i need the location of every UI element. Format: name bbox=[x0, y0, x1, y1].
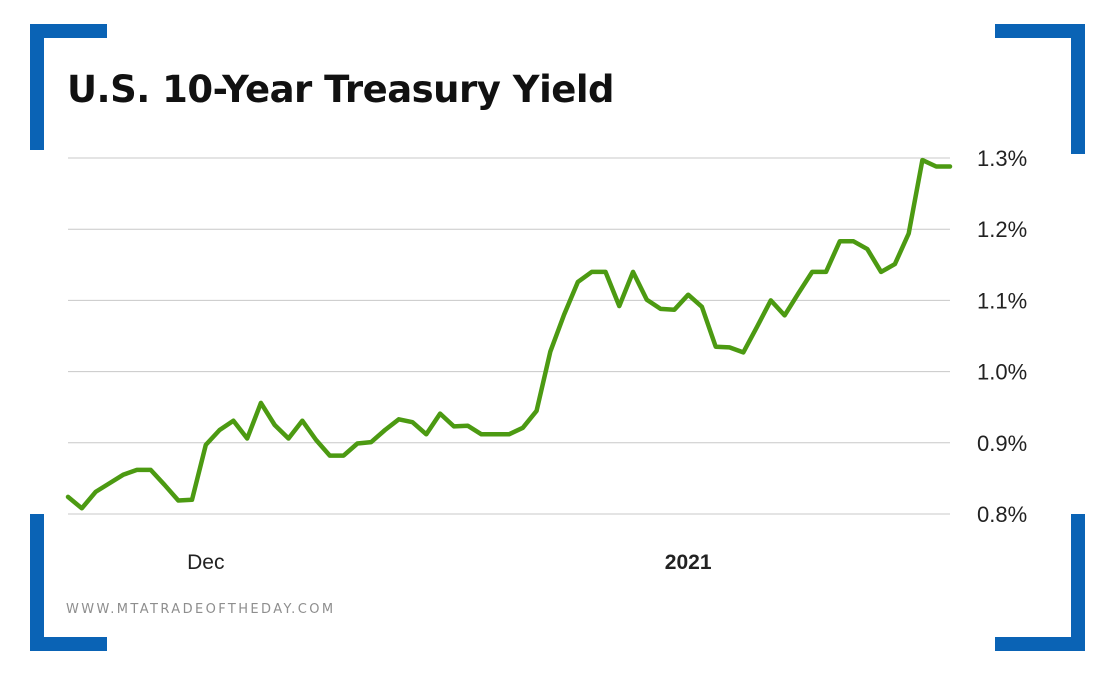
y-axis-tick-labels: 1.3% 1.2% 1.1% 1.0% 0.9% 0.8% bbox=[977, 146, 1027, 527]
bracket-bottom-right-vertical bbox=[1071, 514, 1085, 651]
series bbox=[65, 157, 953, 511]
y-tick-label: 0.9% bbox=[977, 431, 1027, 456]
gridlines bbox=[68, 157, 950, 515]
y-tick-label: 1.2% bbox=[977, 217, 1027, 242]
y-tick-label: 1.0% bbox=[977, 360, 1027, 385]
bracket-top-left-horizontal bbox=[30, 24, 107, 38]
y-tick-label: 1.3% bbox=[977, 146, 1027, 171]
bracket-top-left-vertical bbox=[30, 24, 44, 150]
chart-title: U.S. 10-Year Treasury Yield bbox=[67, 68, 615, 111]
bracket-top-right-vertical bbox=[1071, 24, 1085, 154]
y-tick-label: 0.8% bbox=[977, 502, 1027, 527]
series-line bbox=[65, 157, 953, 511]
bracket-bottom-right-horizontal bbox=[995, 637, 1085, 651]
bracket-top-right-horizontal bbox=[995, 24, 1085, 38]
bracket-bottom-left-horizontal bbox=[30, 637, 107, 651]
x-axis-tick-labels: Dec2021Feb bbox=[187, 551, 712, 574]
bracket-bottom-left-vertical bbox=[30, 514, 44, 651]
y-tick-label: 1.1% bbox=[977, 288, 1027, 313]
x-tick-label: 2021 bbox=[665, 551, 712, 574]
x-tick-label: Dec bbox=[187, 551, 224, 574]
source-url: WWW.MTATRADEOFTHEDAY.COM bbox=[66, 602, 336, 617]
